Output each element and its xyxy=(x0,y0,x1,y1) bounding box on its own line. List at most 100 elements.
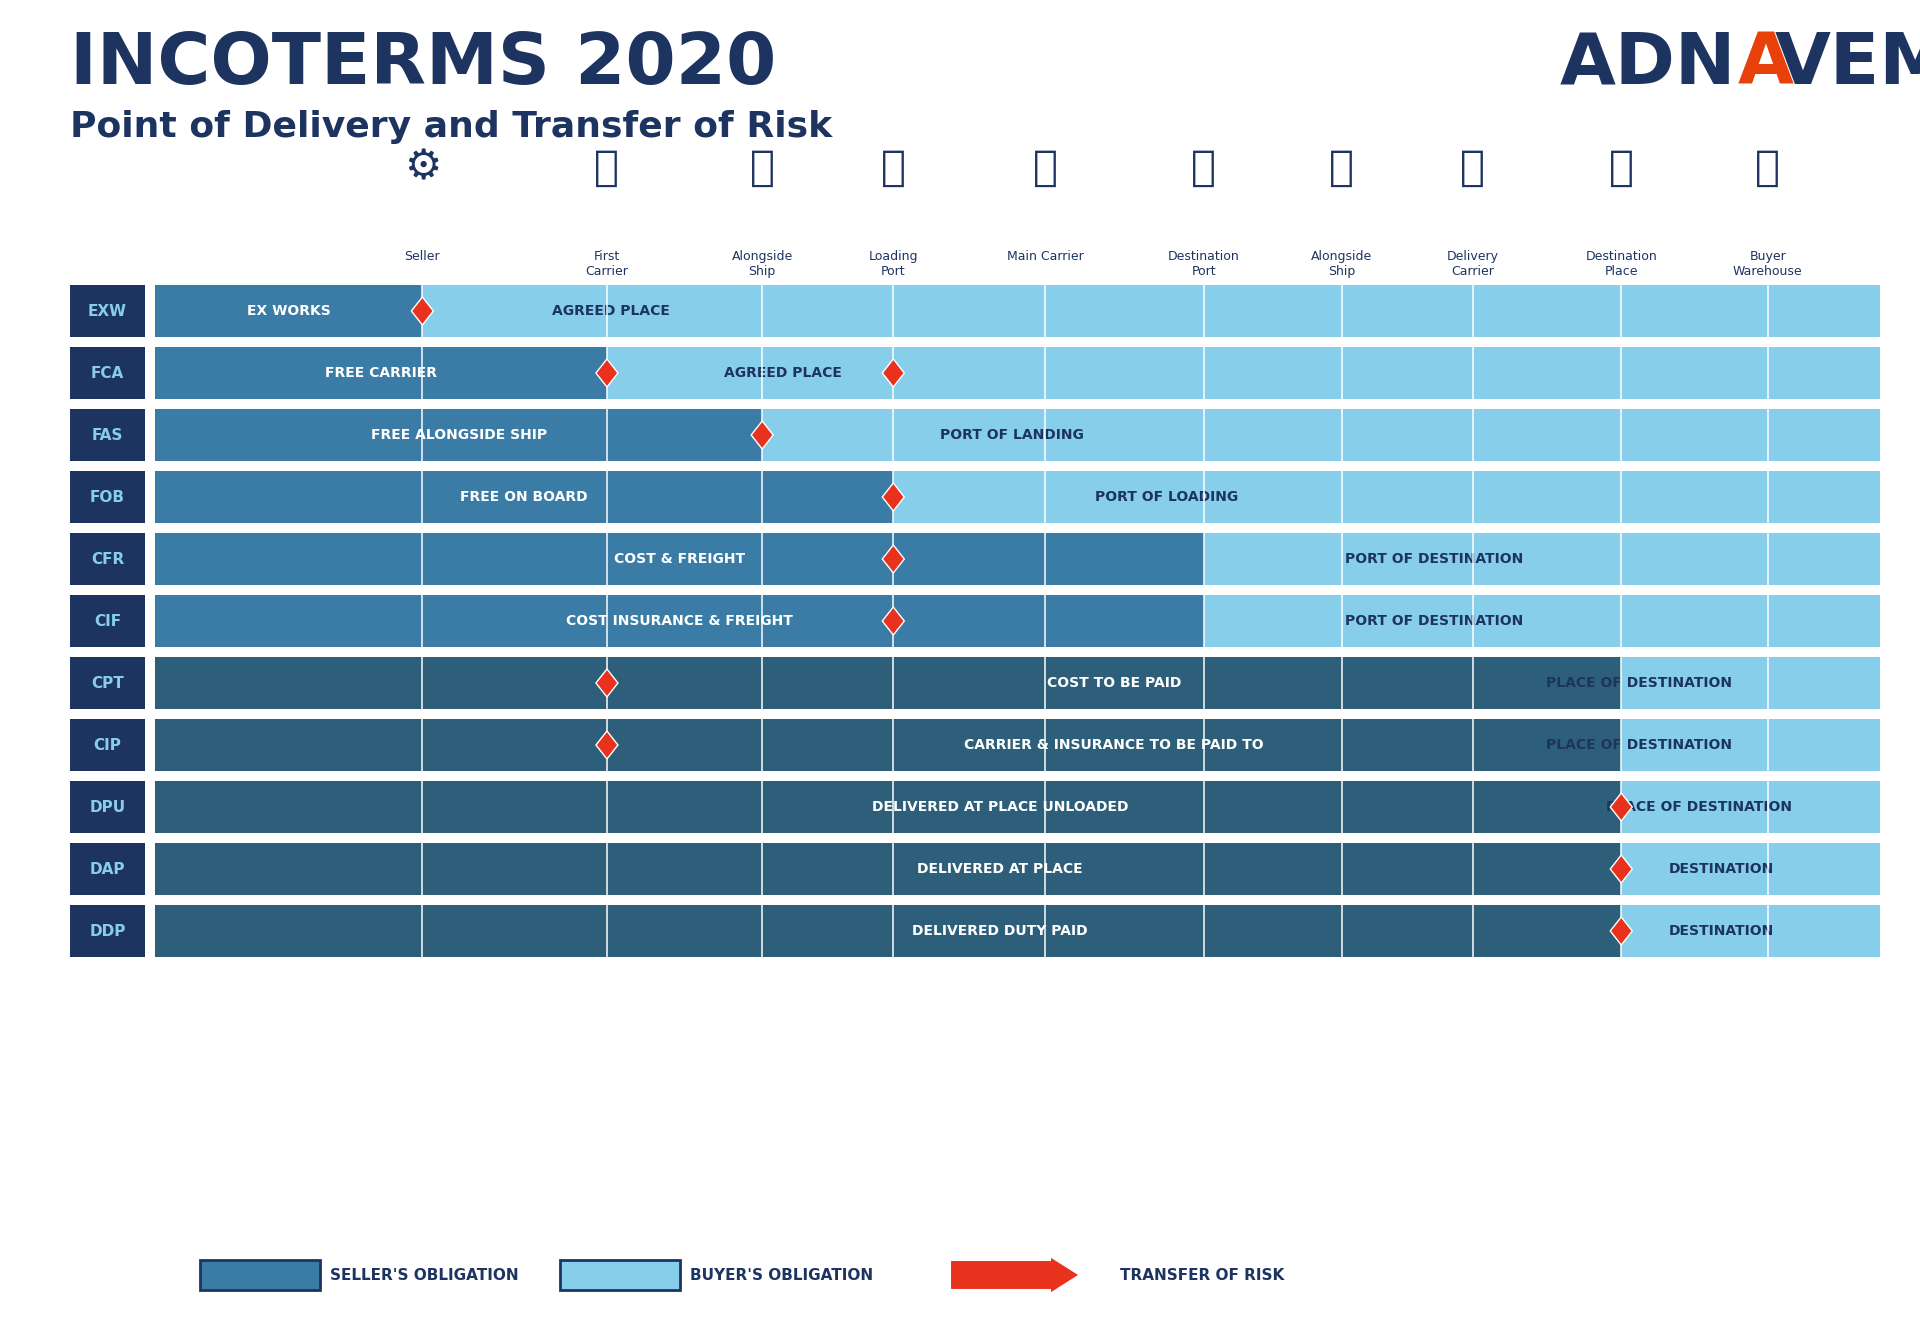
Text: 🏗: 🏗 xyxy=(1190,147,1215,189)
Text: AGREED PLACE: AGREED PLACE xyxy=(551,304,670,318)
Text: COST & FREIGHT: COST & FREIGHT xyxy=(614,551,745,566)
Bar xyxy=(156,719,1880,771)
Polygon shape xyxy=(1611,793,1632,821)
Bar xyxy=(69,409,146,461)
Bar xyxy=(607,348,1880,400)
Polygon shape xyxy=(883,545,904,573)
Text: COST TO BE PAID: COST TO BE PAID xyxy=(1046,677,1181,690)
Bar xyxy=(69,595,146,647)
Text: ⚙: ⚙ xyxy=(403,147,442,189)
Text: DDP: DDP xyxy=(90,923,125,939)
Text: Point of Delivery and Transfer of Risk: Point of Delivery and Transfer of Risk xyxy=(69,111,831,144)
Text: DAP: DAP xyxy=(90,862,125,876)
Bar xyxy=(156,348,607,400)
Polygon shape xyxy=(1611,916,1632,944)
Text: PORT OF DESTINATION: PORT OF DESTINATION xyxy=(1346,551,1523,566)
Bar xyxy=(69,904,146,956)
Text: DESTINATION: DESTINATION xyxy=(1668,862,1774,876)
Bar xyxy=(1620,719,1880,771)
Polygon shape xyxy=(883,484,904,511)
Bar xyxy=(156,409,762,461)
Text: PORT OF LANDING: PORT OF LANDING xyxy=(941,428,1083,442)
Bar xyxy=(69,348,146,400)
Text: 🏬: 🏬 xyxy=(1609,147,1634,189)
Text: PLACE OF DESTINATION: PLACE OF DESTINATION xyxy=(1546,677,1732,690)
Bar xyxy=(1620,904,1880,956)
Text: PLACE OF DESTINATION: PLACE OF DESTINATION xyxy=(1546,738,1732,753)
Polygon shape xyxy=(883,607,904,635)
Text: Delivery
Carrier: Delivery Carrier xyxy=(1448,250,1500,278)
Bar xyxy=(1620,781,1880,832)
Text: PLACE OF DESTINATION: PLACE OF DESTINATION xyxy=(1605,801,1791,814)
Text: TRANSFER OF RISK: TRANSFER OF RISK xyxy=(1119,1268,1284,1283)
Bar xyxy=(762,409,1880,461)
Bar xyxy=(156,533,1204,585)
Text: First
Carrier: First Carrier xyxy=(586,250,628,278)
Bar xyxy=(156,285,422,337)
Bar xyxy=(69,285,146,337)
Text: DELIVERED AT PLACE: DELIVERED AT PLACE xyxy=(918,862,1083,876)
Polygon shape xyxy=(411,297,434,325)
Text: VEM: VEM xyxy=(1774,31,1920,99)
Polygon shape xyxy=(595,360,618,388)
Polygon shape xyxy=(595,669,618,697)
Text: 🚛: 🚛 xyxy=(595,147,620,189)
Text: 📦: 📦 xyxy=(1329,147,1354,189)
Text: FREE ALONGSIDE SHIP: FREE ALONGSIDE SHIP xyxy=(371,428,547,442)
Text: FCA: FCA xyxy=(90,365,125,381)
Text: BUYER'S OBLIGATION: BUYER'S OBLIGATION xyxy=(689,1268,874,1283)
Text: FOB: FOB xyxy=(90,489,125,505)
Text: Loading
Port: Loading Port xyxy=(868,250,918,278)
Text: EXW: EXW xyxy=(88,304,127,318)
Bar xyxy=(69,472,146,523)
Text: EX WORKS: EX WORKS xyxy=(248,304,330,318)
Text: CPT: CPT xyxy=(90,675,125,690)
Text: INCOTERMS 2020: INCOTERMS 2020 xyxy=(69,31,776,99)
Text: Destination
Port: Destination Port xyxy=(1167,250,1240,278)
Text: Alongside
Ship: Alongside Ship xyxy=(732,250,793,278)
Text: CARRIER & INSURANCE TO BE PAID TO: CARRIER & INSURANCE TO BE PAID TO xyxy=(964,738,1263,753)
Text: DELIVERED DUTY PAID: DELIVERED DUTY PAID xyxy=(912,924,1089,938)
Text: Destination
Place: Destination Place xyxy=(1586,250,1657,278)
Text: PORT OF LOADING: PORT OF LOADING xyxy=(1094,490,1238,503)
FancyArrow shape xyxy=(950,1256,1079,1293)
Text: COST INSURANCE & FREIGHT: COST INSURANCE & FREIGHT xyxy=(566,614,793,627)
Polygon shape xyxy=(883,360,904,388)
Text: PORT OF DESTINATION: PORT OF DESTINATION xyxy=(1346,614,1523,627)
Bar xyxy=(561,1260,680,1289)
Bar xyxy=(156,472,893,523)
Bar xyxy=(69,657,146,709)
Bar xyxy=(1204,533,1880,585)
Text: Seller: Seller xyxy=(405,250,440,262)
Text: DESTINATION: DESTINATION xyxy=(1668,924,1774,938)
Text: ADN: ADN xyxy=(1559,31,1736,99)
Bar xyxy=(893,472,1880,523)
Bar xyxy=(69,533,146,585)
Text: A: A xyxy=(1738,31,1793,99)
Text: 🚢: 🚢 xyxy=(1033,147,1058,189)
Text: FAS: FAS xyxy=(92,428,123,442)
Text: FREE CARRIER: FREE CARRIER xyxy=(324,366,438,380)
Bar xyxy=(156,781,1880,832)
Text: DELIVERED AT PLACE UNLOADED: DELIVERED AT PLACE UNLOADED xyxy=(872,801,1129,814)
Polygon shape xyxy=(1611,855,1632,883)
Text: 📦: 📦 xyxy=(749,147,774,189)
Bar xyxy=(69,719,146,771)
Text: FREE ON BOARD: FREE ON BOARD xyxy=(461,490,588,503)
Text: AGREED PLACE: AGREED PLACE xyxy=(724,366,843,380)
Bar xyxy=(422,285,1880,337)
Bar xyxy=(1620,657,1880,709)
Bar xyxy=(156,904,1880,956)
Bar xyxy=(1620,843,1880,895)
Bar xyxy=(69,843,146,895)
Text: 🏗: 🏗 xyxy=(881,147,906,189)
Polygon shape xyxy=(751,421,774,449)
Bar xyxy=(156,595,1204,647)
Bar xyxy=(156,843,1880,895)
Text: CFR: CFR xyxy=(90,551,125,566)
Bar xyxy=(1204,595,1880,647)
Text: DPU: DPU xyxy=(90,799,125,814)
Text: Alongside
Ship: Alongside Ship xyxy=(1311,250,1373,278)
Text: 🚛: 🚛 xyxy=(1461,147,1486,189)
Bar xyxy=(156,657,1880,709)
